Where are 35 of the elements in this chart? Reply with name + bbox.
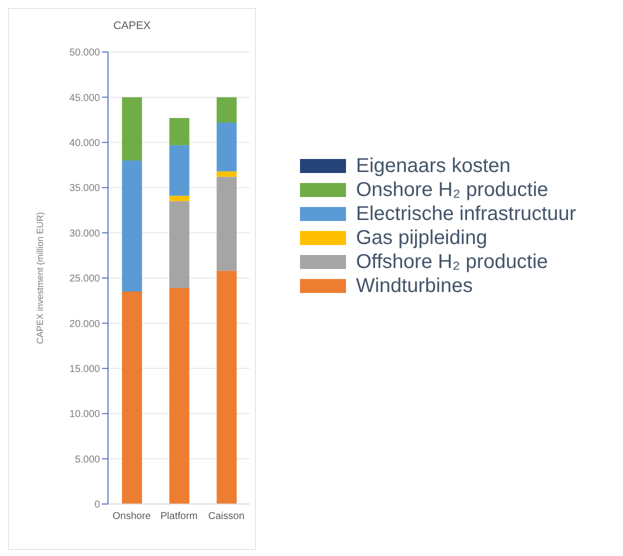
bar (122, 160, 142, 292)
x-tick-label: Caisson (208, 511, 244, 522)
bar (122, 97, 142, 160)
x-tick-label: Platform (160, 511, 198, 522)
bar (216, 122, 237, 172)
legend-label: Electrische infrastructuur (356, 202, 576, 226)
bar (216, 176, 237, 271)
legend-label: Onshore H₂ productie (356, 178, 548, 202)
bar (216, 97, 237, 123)
y-tick-label: 50.000 (69, 48, 100, 59)
legend-label: Windturbines (356, 274, 473, 298)
y-tick-label: 5.000 (74, 454, 100, 466)
y-tick-label: 35.000 (69, 183, 100, 194)
x-tick-label: Onshore (112, 511, 152, 522)
bar (216, 171, 237, 177)
legend-label: Eigenaars kosten (356, 154, 511, 178)
y-tick-label: 10.000 (69, 409, 100, 420)
chart-title: CAPEX (112, 20, 152, 32)
y-tick-label: 20.000 (69, 318, 100, 330)
bar (169, 201, 190, 288)
legend-label: Offshore H₂ productie (356, 250, 548, 274)
y-tick-label: 30.000 (69, 228, 100, 240)
bar (169, 145, 190, 196)
bar (122, 292, 142, 504)
bar (169, 118, 190, 146)
y-tick-label: 25.000 (69, 274, 100, 285)
y-axis-title: CAPEX investment (million EUR) (35, 212, 46, 344)
y-tick-label: 15.000 (69, 364, 100, 375)
bar (216, 270, 237, 504)
y-tick-label: 0 (94, 500, 100, 511)
legend-label: Gas pijpleiding (356, 226, 488, 250)
y-tick-label: 45.000 (69, 92, 100, 104)
bar (169, 288, 190, 504)
y-tick-label: 40.000 (69, 138, 100, 149)
bar (169, 196, 190, 202)
